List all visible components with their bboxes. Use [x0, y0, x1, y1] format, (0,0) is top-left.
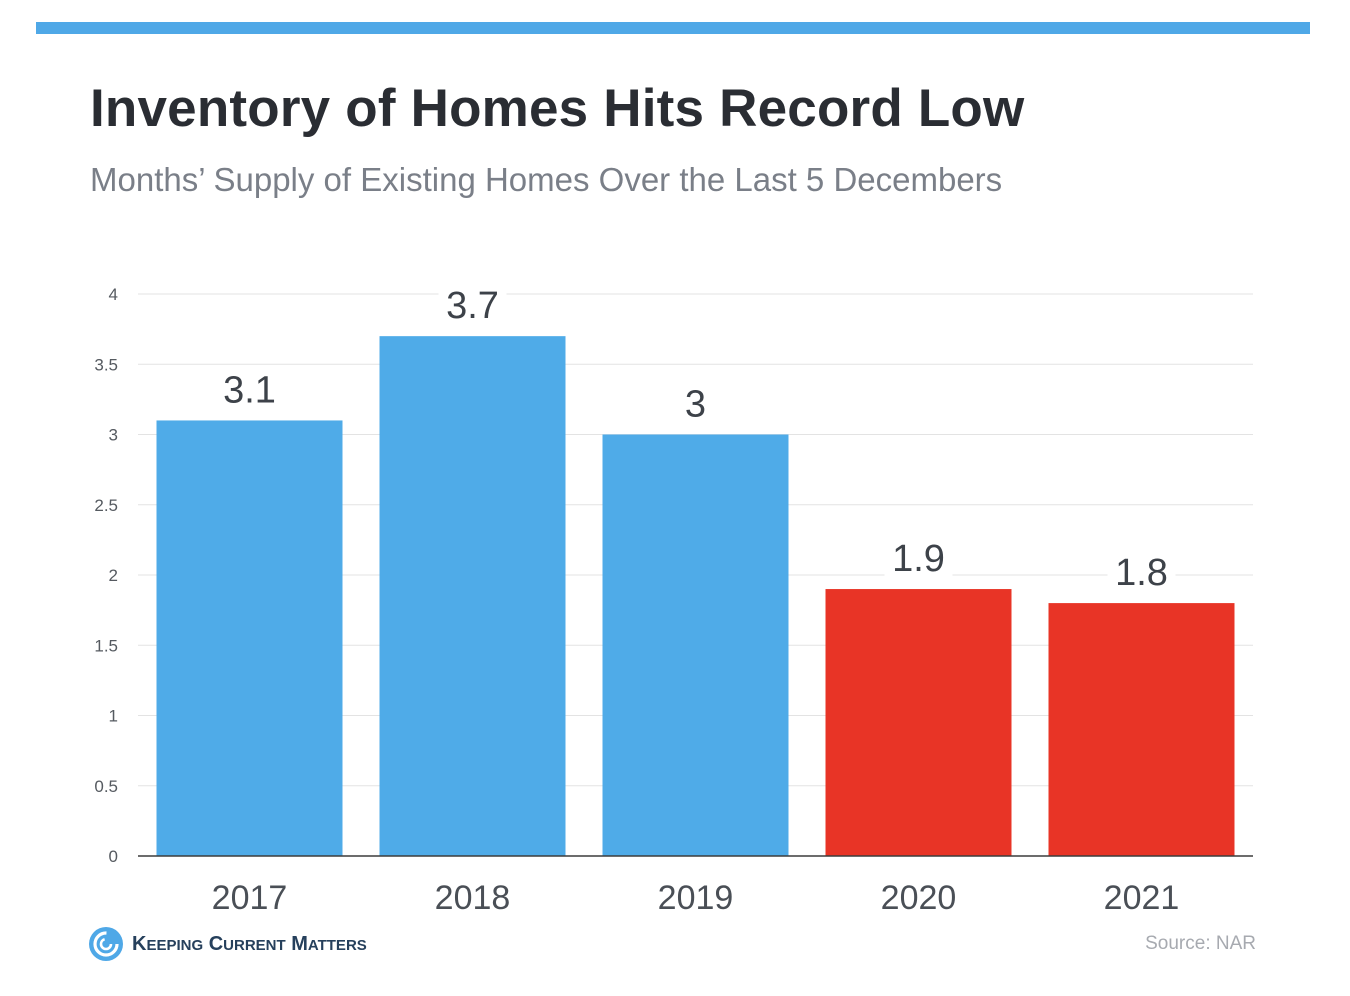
bar — [1048, 603, 1235, 856]
y-tick-label: 2 — [109, 566, 118, 585]
x-tick-label: 2021 — [1104, 879, 1180, 917]
y-tick-label: 1.5 — [94, 636, 118, 655]
logo-text: KEEPING CURRENT MATTERS — [132, 932, 367, 955]
x-tick-label: 2020 — [881, 879, 957, 917]
data-label: 1.8 — [1115, 552, 1168, 594]
bar — [379, 336, 566, 856]
bar — [156, 420, 343, 856]
y-tick-label: 1 — [109, 707, 118, 726]
x-tick-label: 2017 — [212, 879, 288, 917]
y-tick-label: 3.5 — [94, 355, 118, 374]
y-tick-label: 0 — [109, 847, 118, 866]
data-label: 3.1 — [223, 369, 276, 411]
y-tick-label: 3 — [109, 426, 118, 445]
bar — [825, 589, 1012, 856]
y-tick-label: 2.5 — [94, 496, 118, 515]
data-label-bg — [215, 374, 284, 411]
source-note: Source: NAR — [1145, 933, 1256, 954]
data-label: 1.9 — [892, 538, 945, 580]
chart-title: Inventory of Homes Hits Record Low — [90, 79, 1025, 138]
kcm-logo: KEEPING CURRENT MATTERS — [88, 924, 367, 964]
y-tick-label: 0.5 — [94, 777, 118, 796]
bar — [602, 434, 789, 856]
x-tick-label: 2018 — [435, 879, 511, 917]
data-label-bg — [438, 290, 507, 327]
data-label: 3 — [685, 384, 706, 426]
data-label-bg — [1107, 557, 1176, 594]
kcm-swirl-icon — [89, 927, 123, 961]
x-tick-label: 2019 — [658, 879, 734, 917]
data-label: 3.7 — [446, 285, 499, 327]
data-label-bg — [661, 388, 730, 425]
top-accent-bar — [36, 22, 1310, 34]
chart-subtitle: Months’ Supply of Existing Homes Over th… — [90, 161, 1003, 198]
data-label-bg — [884, 543, 953, 580]
y-tick-label: 4 — [109, 285, 118, 304]
